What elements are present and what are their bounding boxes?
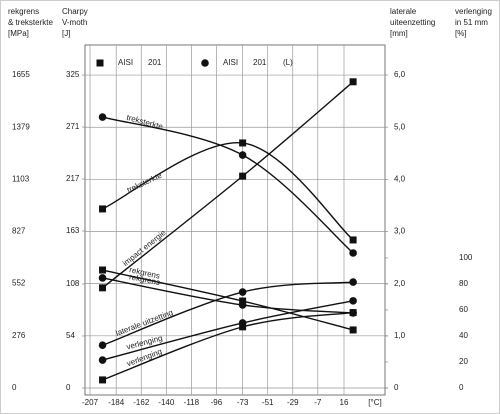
y-tick-label: 325	[66, 70, 80, 79]
x-tick-label: -51	[262, 398, 274, 407]
axis-title: [mm]	[390, 29, 408, 38]
y-tick-label: 20	[459, 357, 468, 366]
y-tick-label: 0	[66, 383, 71, 392]
y-tick-label: 1379	[12, 122, 30, 131]
y-tick-label: 6,0	[394, 70, 406, 79]
marker-circle	[349, 297, 357, 305]
marker-square	[99, 376, 107, 384]
marker-circle	[98, 113, 107, 121]
y-tick-label: 5,0	[394, 122, 406, 131]
marker-circle	[98, 274, 107, 282]
marker-square	[239, 172, 247, 180]
legend-label: AISI	[118, 58, 133, 67]
y-tick-label: 163	[66, 226, 80, 235]
axis-title: rekgrens	[8, 7, 39, 16]
y-tick-label: 1103	[12, 175, 30, 184]
axis-title: in 51 mm	[455, 18, 488, 27]
x-tick-label: -29	[287, 398, 299, 407]
x-unit: [°C]	[368, 398, 381, 407]
y-tick-label: 108	[66, 279, 80, 288]
y-tick-label: 3,0	[394, 227, 406, 236]
axis-title: Charpy	[62, 7, 88, 16]
marker-square	[349, 236, 357, 244]
marker-square	[239, 297, 247, 305]
marker-circle	[238, 288, 247, 296]
axis-title: uiteenzetting	[390, 18, 435, 27]
x-tick-label: -207	[82, 398, 99, 407]
x-tick-label: -96	[211, 398, 223, 407]
axis-title: laterale	[390, 7, 417, 16]
plot-frame	[84, 44, 386, 396]
axis-title: [MPa]	[8, 29, 29, 38]
axis-title: & treksterkte	[8, 18, 53, 27]
x-tick-label: -7	[314, 398, 322, 407]
marker-square	[349, 309, 357, 317]
marker-circle	[201, 59, 209, 67]
y-tick-label: 60	[459, 305, 468, 314]
marker-square	[99, 205, 107, 213]
legend-label: AISI	[223, 58, 238, 67]
axis-title: [%]	[455, 29, 467, 38]
y-tick-label: 4,0	[394, 174, 406, 183]
x-tick-label: -140	[158, 398, 175, 407]
y-tick-label: 40	[459, 331, 468, 340]
y-tick-label: 100	[459, 253, 473, 262]
y-tick-label: 0	[12, 383, 17, 392]
marker-square	[239, 139, 247, 147]
y-tick-label: 276	[12, 331, 26, 340]
marker-circle	[98, 341, 107, 350]
y-tick-label: 80	[459, 279, 468, 288]
y-tick-label: 552	[12, 279, 26, 288]
y-tick-label: 2,0	[394, 279, 406, 288]
marker-square	[96, 59, 104, 67]
marker-square	[349, 78, 357, 86]
marker-circle	[238, 151, 247, 159]
x-tick-label: 16	[340, 398, 349, 407]
marker-square	[239, 323, 247, 331]
marker-square	[99, 266, 107, 274]
marker-circle	[349, 278, 357, 286]
x-tick-label: -118	[184, 398, 200, 407]
y-tick-label: 54	[66, 331, 75, 340]
marker-square	[99, 284, 107, 292]
marker-circle	[98, 356, 107, 364]
axis-title: [J]	[62, 29, 70, 38]
y-tick-label: 0	[394, 383, 399, 392]
legend-label: 201	[148, 58, 162, 67]
y-tick-label: 827	[12, 227, 26, 236]
y-tick-label: 1655	[12, 70, 30, 79]
y-tick-label: 1,0	[394, 331, 406, 340]
marker-square	[349, 326, 357, 334]
y-tick-label: 217	[66, 174, 80, 183]
y-tick-label: 0	[459, 383, 464, 392]
axis-title: V-moth	[62, 18, 87, 27]
marker-circle	[349, 249, 357, 257]
x-tick-label: -73	[237, 398, 249, 407]
axis-title: verlenging	[455, 7, 492, 16]
marker-circle	[238, 301, 247, 309]
x-tick-label: -184	[108, 398, 125, 407]
legend-label: 201	[253, 58, 267, 67]
legend-label: (L)	[283, 58, 293, 67]
y-tick-label: 271	[66, 122, 80, 131]
x-tick-label: -162	[133, 398, 150, 407]
